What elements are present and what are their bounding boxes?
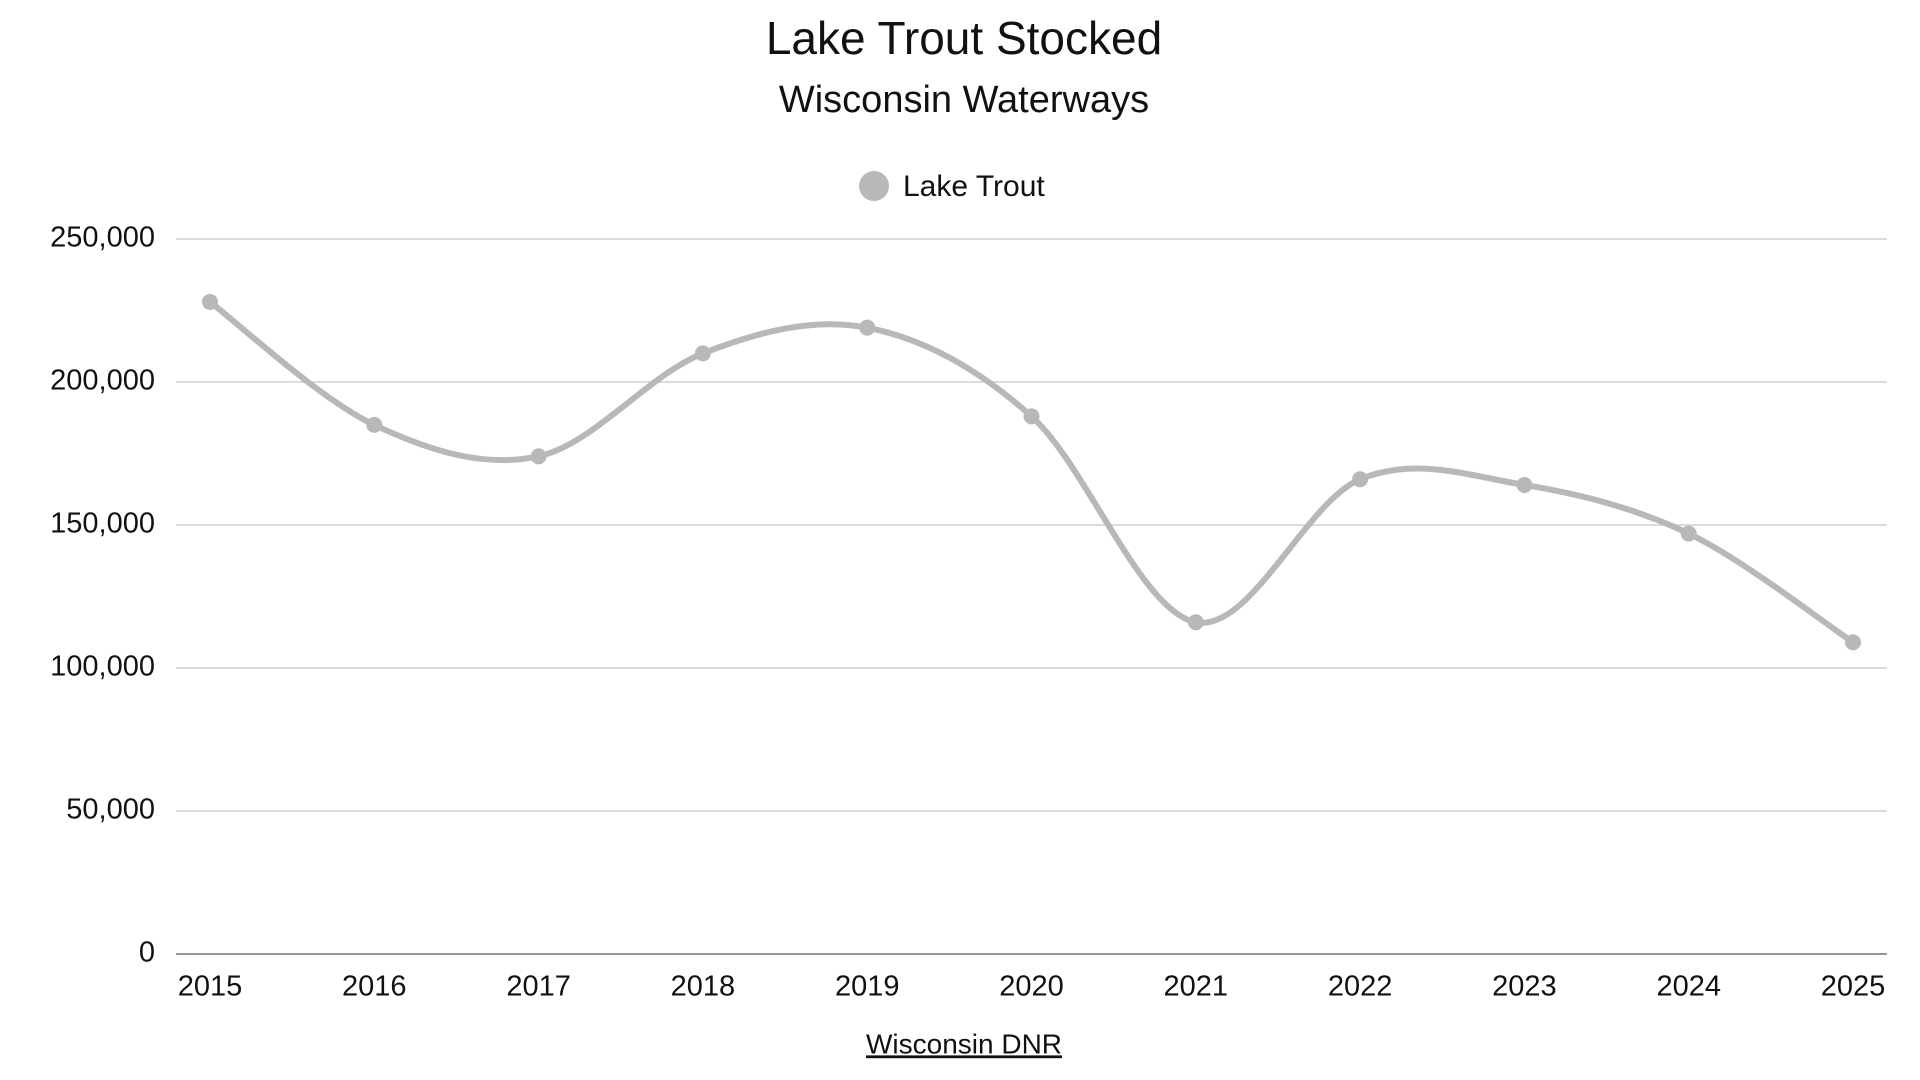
data-point: [1516, 476, 1533, 493]
legend: Lake Trout: [859, 170, 1045, 203]
y-tick-label: 0: [139, 937, 155, 969]
data-point: [202, 293, 218, 310]
x-tick-label: 2024: [1656, 971, 1721, 1003]
y-tick-label: 250,000: [50, 222, 155, 254]
data-point: [1187, 614, 1204, 631]
legend-label: Lake Trout: [903, 170, 1045, 203]
data-point: [1352, 471, 1369, 488]
y-tick-label: 100,000: [50, 651, 155, 683]
x-tick-label: 2021: [1164, 971, 1229, 1003]
chart-subtitle: Wisconsin Waterways: [779, 79, 1149, 121]
x-tick-label: 2019: [835, 971, 900, 1003]
y-tick-label: 200,000: [50, 365, 155, 397]
data-point: [530, 448, 547, 465]
x-tick-label: 2018: [671, 971, 736, 1003]
x-tick-label: 2015: [178, 971, 243, 1003]
y-tick-label: 50,000: [66, 794, 155, 826]
data-point: [1845, 634, 1861, 651]
data-point: [859, 319, 876, 336]
x-tick-label: 2025: [1821, 971, 1886, 1003]
data-point: [1023, 408, 1040, 425]
y-tick-label: 150,000: [50, 508, 155, 540]
data-point: [366, 416, 383, 433]
x-tick-label: 2022: [1328, 971, 1393, 1003]
chart-title: Lake Trout Stocked: [766, 12, 1162, 64]
source-link[interactable]: Wisconsin DNR: [866, 1028, 1062, 1059]
series-line: [207, 298, 1856, 646]
data-point: [694, 345, 711, 362]
x-tick-label: 2016: [342, 971, 407, 1003]
legend-marker: [859, 171, 889, 201]
x-tick-label: 2020: [999, 971, 1064, 1003]
x-tick-label: 2017: [506, 971, 571, 1003]
x-tick-label: 2023: [1492, 971, 1557, 1003]
data-point: [1680, 525, 1697, 542]
